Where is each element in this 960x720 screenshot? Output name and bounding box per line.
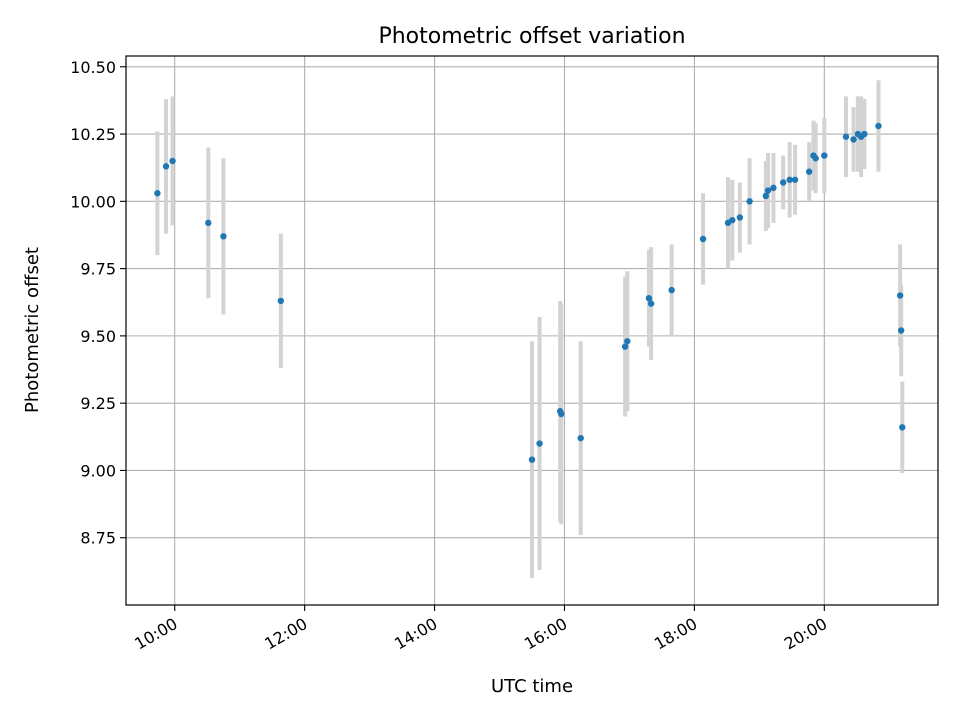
data-point bbox=[875, 122, 882, 130]
y-axis-ticks: 8.75 9.00 9.25 9.50 9.75 10.00 10.25 10.50 bbox=[70, 58, 126, 548]
data-point bbox=[779, 179, 787, 186]
x-tick-label: 20:00 bbox=[781, 614, 830, 654]
data-point bbox=[842, 133, 850, 140]
data-point bbox=[699, 235, 707, 243]
data-point bbox=[621, 343, 629, 350]
data-point bbox=[528, 456, 536, 463]
y-tick-label: 10.50 bbox=[70, 58, 116, 77]
data-point bbox=[277, 297, 285, 305]
x-axis-ticks: 10:00 12:00 14:00 16:00 18:00 20:00 bbox=[131, 605, 830, 654]
data-point bbox=[764, 187, 772, 194]
data-point bbox=[205, 219, 212, 227]
data-point bbox=[812, 155, 819, 162]
data-point bbox=[821, 152, 828, 159]
x-tick-label: 18:00 bbox=[651, 614, 700, 654]
y-tick-label: 8.75 bbox=[80, 529, 116, 548]
data-point bbox=[805, 168, 813, 175]
data-point bbox=[861, 130, 868, 138]
data-point bbox=[220, 233, 227, 240]
y-tick-label: 10.00 bbox=[70, 192, 116, 211]
y-tick-label: 9.25 bbox=[80, 394, 116, 413]
data-point bbox=[647, 300, 655, 307]
y-tick-label: 9.75 bbox=[80, 260, 116, 279]
x-tick-label: 14:00 bbox=[391, 614, 440, 654]
data-point bbox=[624, 338, 631, 345]
error-bars bbox=[155, 80, 905, 579]
chart-title: Photometric offset variation bbox=[378, 24, 685, 49]
data-point bbox=[558, 410, 565, 418]
x-tick-label: 10:00 bbox=[131, 614, 180, 654]
data-point bbox=[897, 327, 905, 334]
data-point bbox=[786, 176, 793, 183]
data-point bbox=[762, 192, 770, 200]
data-point bbox=[729, 216, 736, 224]
x-tick-label: 12:00 bbox=[261, 614, 310, 654]
data-point bbox=[770, 184, 777, 192]
x-tick-label: 16:00 bbox=[521, 614, 570, 654]
data-point bbox=[577, 434, 584, 442]
data-point bbox=[536, 440, 543, 447]
data-point bbox=[154, 190, 161, 197]
y-tick-label: 9.50 bbox=[80, 327, 116, 346]
y-tick-label: 9.00 bbox=[80, 461, 116, 480]
data-point bbox=[162, 163, 170, 170]
data-point bbox=[850, 136, 857, 143]
plot-frame bbox=[125, 55, 939, 606]
y-axis-label: Photometric offset bbox=[22, 247, 43, 413]
data-point bbox=[746, 198, 753, 205]
data-point bbox=[736, 214, 744, 221]
data-point bbox=[896, 292, 904, 299]
data-point bbox=[169, 157, 176, 165]
data-points bbox=[154, 122, 906, 463]
data-point bbox=[899, 424, 906, 431]
data-point bbox=[791, 176, 799, 183]
y-tick-label: 10.25 bbox=[70, 125, 116, 144]
data-point bbox=[645, 295, 653, 302]
data-point bbox=[668, 286, 675, 294]
x-axis-label: UTC time bbox=[491, 676, 573, 697]
